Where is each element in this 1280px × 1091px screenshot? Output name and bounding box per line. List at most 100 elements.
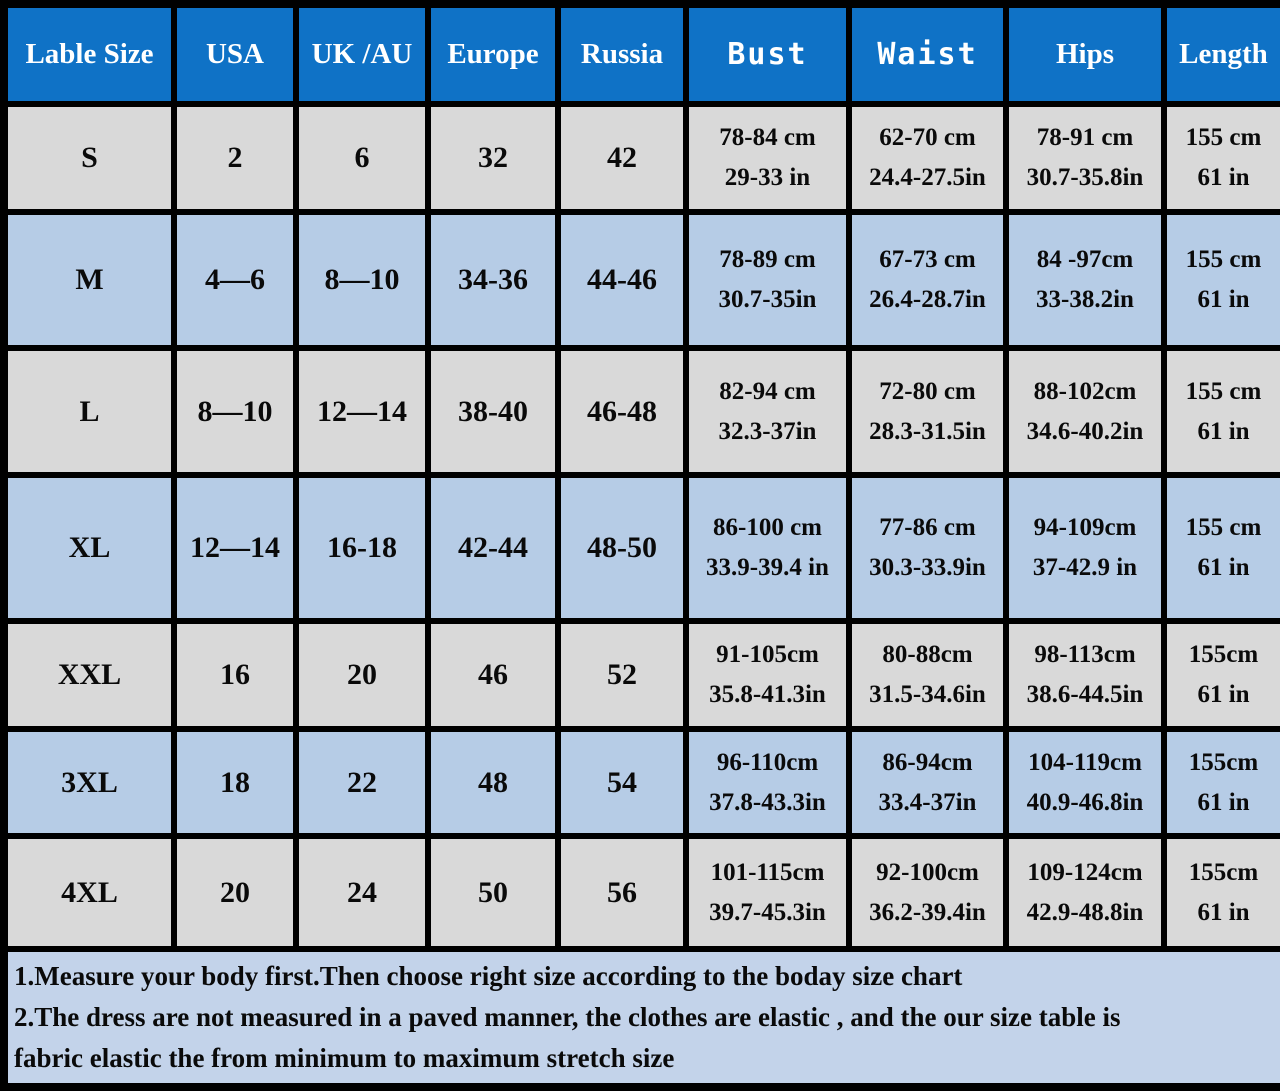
table-cell: 16-18 — [293, 472, 431, 624]
cm-value: 92-100cm — [876, 858, 979, 886]
table-cell: 78-89 cm 30.7-35in — [683, 209, 852, 351]
size-label-cell: XL — [1, 472, 177, 624]
in-value: 29-33 in — [724, 164, 811, 191]
table-cell: 4—6 — [171, 209, 299, 351]
table-cell: 12—14 — [293, 345, 431, 478]
size-label-cell: M — [1, 209, 177, 351]
in-value: 26.4-28.7in — [869, 286, 986, 313]
table-cell: 155 cm 61 in — [1161, 472, 1280, 624]
table-row-m: M 4—6 8—10 34-36 44-46 78-89 cm 30.7-35i… — [1, 209, 1280, 351]
cm-value: 155 cm — [1185, 124, 1262, 151]
table-cell: 101-115cm 39.7-45.3in — [683, 833, 852, 952]
in-value: 35.8-41.3in — [709, 681, 826, 708]
size-label-cell: XXL — [1, 618, 177, 732]
header-lable-size: Lable Size — [1, 1, 177, 107]
cm-value: 62-70 cm — [879, 124, 976, 151]
table-cell: 2 — [171, 101, 299, 215]
table-cell: 104-119cm 40.9-46.8in — [1003, 726, 1167, 839]
table-cell: 92-100cm 36.2-39.4in — [846, 833, 1009, 952]
in-value: 30.7-35.8in — [1026, 164, 1144, 191]
table-row-4xl: 4XL 20 24 50 56 101-115cm 39.7-45.3in 92… — [1, 833, 1280, 952]
table-row-s: S 2 6 32 42 78-84 cm 29-33 in 62-70 cm 2… — [1, 101, 1280, 215]
header-hips: Hips — [1003, 1, 1167, 107]
table-cell: 96-110cm 37.8-43.3in — [683, 726, 852, 839]
cm-value: 94-109cm — [1033, 514, 1137, 541]
size-label-cell: 4XL — [1, 833, 177, 952]
in-value: 33-38.2in — [1036, 286, 1134, 313]
in-value: 24.4-27.5in — [869, 164, 986, 191]
cm-value: 67-73 cm — [879, 246, 976, 273]
in-value: 33.4-37in — [878, 788, 977, 816]
table-row-xxl: XXL 16 20 46 52 91-105cm 35.8-41.3in 80-… — [1, 618, 1280, 732]
header-length: Length — [1161, 1, 1280, 107]
table-cell: 56 — [555, 833, 689, 952]
table-cell: 8—10 — [293, 209, 431, 351]
table-cell: 12—14 — [171, 472, 299, 624]
in-value: 32.3-37in — [718, 417, 817, 445]
in-value: 61 in — [1197, 681, 1250, 708]
table-cell: 78-84 cm 29-33 in — [683, 101, 852, 215]
header-europe: Europe — [425, 1, 561, 107]
cm-value: 96-110cm — [716, 748, 819, 776]
in-value: 61 in — [1197, 788, 1250, 816]
table-cell: 77-86 cm 30.3-33.9in — [846, 472, 1009, 624]
table-cell: 155 cm 61 in — [1161, 101, 1280, 215]
cm-value: 86-100 cm — [713, 514, 822, 541]
size-label-cell: 3XL — [1, 726, 177, 839]
table-cell: 94-109cm 37-42.9 in — [1003, 472, 1167, 624]
in-value: 36.2-39.4in — [869, 898, 986, 926]
table-cell: 24 — [293, 833, 431, 952]
table-cell: 54 — [555, 726, 689, 839]
table-cell: 98-113cm 38.6-44.5in — [1003, 618, 1167, 732]
cm-value: 155cm — [1188, 748, 1259, 776]
header-uk-au: UK /AU — [293, 1, 431, 107]
table-cell: 78-91 cm 30.7-35.8in — [1003, 101, 1167, 215]
cm-value: 80-88cm — [882, 641, 973, 668]
table-cell: 50 — [425, 833, 561, 952]
cm-value: 86-94cm — [882, 748, 973, 776]
cm-value: 155 cm — [1185, 514, 1262, 541]
in-value: 33.9-39.4 in — [706, 554, 829, 581]
table-cell: 155 cm 61 in — [1161, 345, 1280, 478]
cm-value: 78-91 cm — [1036, 124, 1134, 151]
in-value: 28.3-31.5in — [869, 417, 986, 445]
in-value: 61 in — [1197, 554, 1250, 581]
cm-value: 155cm — [1188, 858, 1259, 886]
cm-value: 88-102cm — [1033, 377, 1137, 405]
table-cell: 46-48 — [555, 345, 689, 478]
in-value: 61 in — [1197, 417, 1250, 445]
table-cell: 52 — [555, 618, 689, 732]
table-cell: 80-88cm 31.5-34.6in — [846, 618, 1009, 732]
table-cell: 42 — [555, 101, 689, 215]
table-cell: 67-73 cm 26.4-28.7in — [846, 209, 1009, 351]
table-cell: 32 — [425, 101, 561, 215]
size-label-cell: S — [1, 101, 177, 215]
table-cell: 20 — [171, 833, 299, 952]
cm-value: 109-124cm — [1027, 858, 1143, 886]
table-cell: 6 — [293, 101, 431, 215]
table-cell: 62-70 cm 24.4-27.5in — [846, 101, 1009, 215]
in-value: 39.7-45.3in — [709, 898, 826, 926]
note-line-2: 2.The dress are not measured in a paved … — [14, 1002, 1121, 1032]
in-value: 30.7-35in — [718, 286, 817, 313]
in-value: 40.9-46.8in — [1026, 788, 1144, 816]
table-cell: 109-124cm 42.9-48.8in — [1003, 833, 1167, 952]
table-cell: 86-94cm 33.4-37in — [846, 726, 1009, 839]
table-cell: 44-46 — [555, 209, 689, 351]
table-cell: 82-94 cm 32.3-37in — [683, 345, 852, 478]
cm-value: 77-86 cm — [879, 514, 976, 541]
table-cell: 34-36 — [425, 209, 561, 351]
table-cell: 42-44 — [425, 472, 561, 624]
cm-value: 78-89 cm — [719, 246, 816, 273]
cm-value: 104-119cm — [1028, 748, 1142, 776]
table-cell: 155cm 61 in — [1161, 833, 1280, 952]
in-value: 61 in — [1197, 286, 1250, 313]
table-cell: 72-80 cm 28.3-31.5in — [846, 345, 1009, 478]
cm-value: 155 cm — [1185, 246, 1262, 273]
in-value: 61 in — [1197, 164, 1250, 191]
in-value: 30.3-33.9in — [869, 554, 986, 581]
in-value: 37.8-43.3in — [709, 788, 826, 816]
table-cell: 84 -97cm 33-38.2in — [1003, 209, 1167, 351]
table-cell: 20 — [293, 618, 431, 732]
